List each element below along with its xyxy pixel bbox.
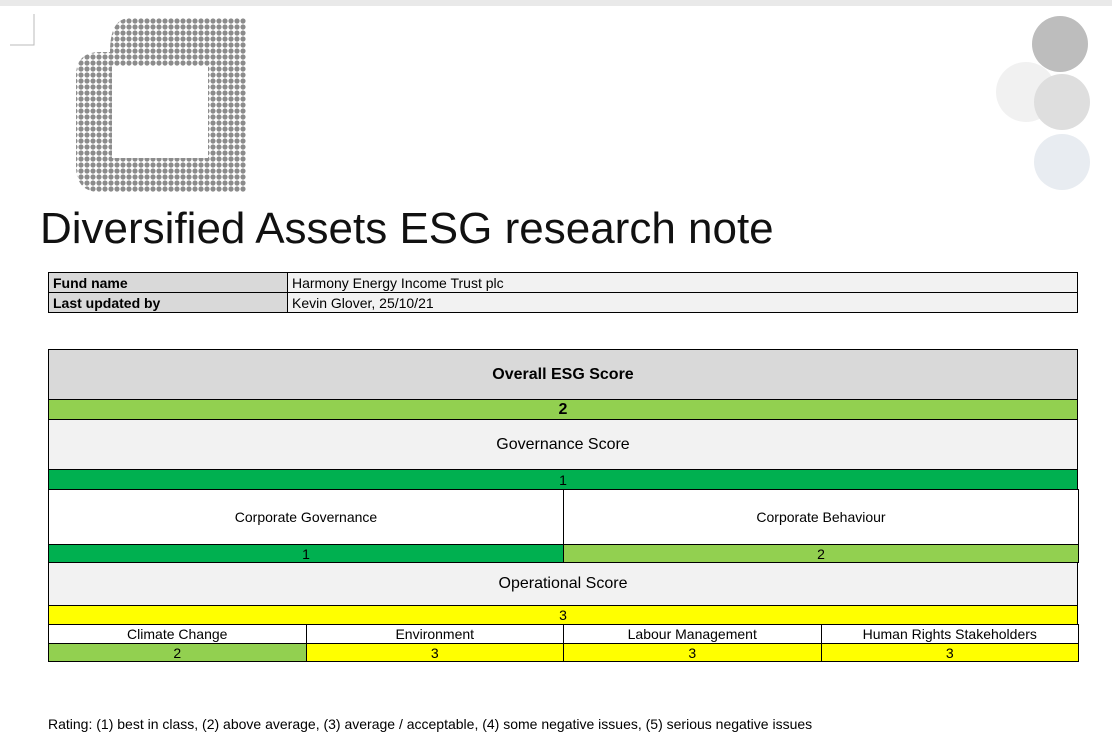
document-page: Diversified Assets ESG research note Fun… [0, 6, 1112, 734]
info-label: Fund name [48, 272, 288, 293]
info-value: Harmony Energy Income Trust plc [287, 272, 1078, 293]
governance-score: 1 [48, 469, 1078, 490]
circle [1032, 16, 1088, 72]
info-value: Kevin Glover, 25/10/21 [287, 292, 1078, 313]
info-label: Last updated by [48, 292, 288, 313]
item-score: 3 [305, 643, 564, 662]
item-label: Climate Change [48, 624, 307, 644]
governance-label: Governance Score [48, 419, 1078, 470]
operational-score: 3 [48, 605, 1078, 625]
circle [1034, 74, 1090, 130]
item-label: Labour Management [563, 624, 822, 644]
corner-mark [10, 14, 35, 46]
item-label: Corporate Governance [48, 489, 564, 545]
circle [1034, 134, 1090, 190]
decorations [10, 14, 1090, 192]
item-score: 1 [48, 544, 564, 563]
overall-label: Overall ESG Score [48, 349, 1078, 400]
item-label: Human Rights Stakeholders [820, 624, 1079, 644]
logo [76, 18, 246, 192]
item-label: Corporate Behaviour [563, 489, 1079, 545]
item-score: 3 [820, 643, 1079, 662]
rating-note: Rating: (1) best in class, (2) above ave… [48, 716, 813, 732]
item-score: 2 [563, 544, 1079, 563]
document-title: Diversified Assets ESG research note [40, 204, 774, 253]
item-score: 3 [563, 643, 822, 662]
overall-score: 2 [48, 399, 1078, 420]
item-score: 2 [48, 643, 307, 662]
operational-label: Operational Score [48, 562, 1078, 606]
item-label: Environment [305, 624, 564, 644]
